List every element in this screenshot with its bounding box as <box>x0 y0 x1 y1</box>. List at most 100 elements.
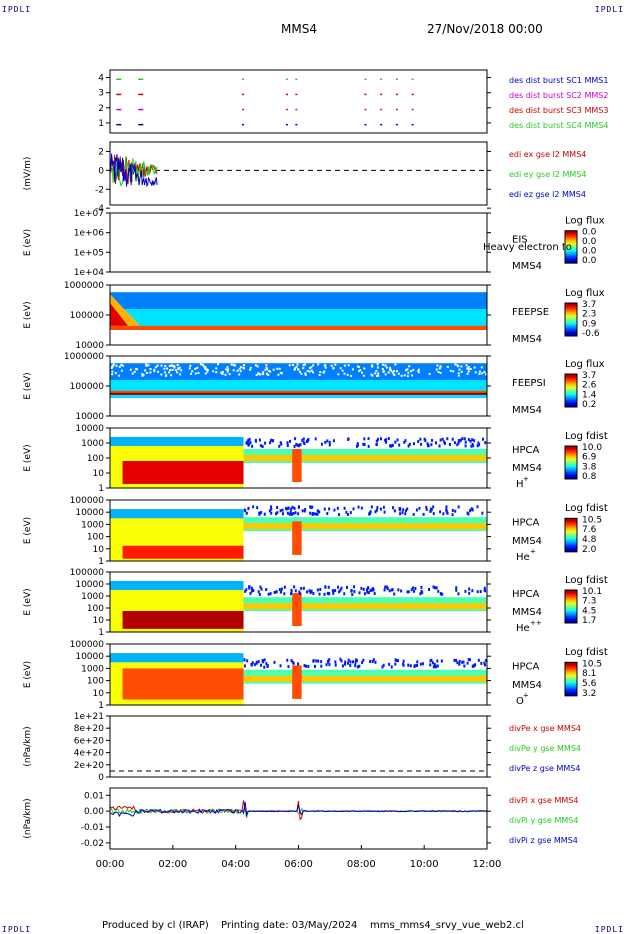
colorbar-title: Log fdist <box>565 431 608 442</box>
spectrogram-speckle <box>457 439 460 443</box>
spectrogram-speckle <box>420 585 423 589</box>
spectrogram-speckle <box>362 587 365 591</box>
spectrogram-speckle <box>189 364 192 367</box>
spectrogram-speckle <box>291 660 294 664</box>
panel-hpca_he <box>106 499 578 562</box>
spectrogram-speckle <box>407 590 410 594</box>
spectrogram-speckle <box>328 440 331 444</box>
spectrogram-speckle <box>341 664 344 668</box>
y-tick-label: 4 <box>98 74 104 84</box>
colorbar-tick-label: 10.0 <box>582 443 602 453</box>
colorbar-tick-label: 3.8 <box>582 462 597 472</box>
spectrogram-speckle <box>457 441 460 445</box>
spectrogram-speckle <box>244 589 247 593</box>
chart-area: 4 3 2 1 des dist burst SC1 MMS1 des dist burs… <box>23 69 608 870</box>
y-tick-label: 10 <box>93 469 105 479</box>
spectrogram-speckle <box>357 365 360 368</box>
spectrogram-speckle <box>464 440 467 444</box>
spectrogram-speckle <box>111 365 114 368</box>
spectrogram-speckle <box>353 590 356 594</box>
panel-frame <box>109 499 488 562</box>
spectrogram-speckle <box>315 512 318 516</box>
burst-mark <box>116 123 122 126</box>
spectrogram-speckle <box>269 505 272 509</box>
spectrogram-band <box>110 581 244 590</box>
y-tick-label: 100000 <box>70 568 105 578</box>
y-tick-label: 100000 <box>70 496 105 506</box>
y-tick-label: 1000000 <box>64 352 104 362</box>
spectrogram-speckle <box>416 664 419 668</box>
spectrogram-speckle <box>312 659 315 663</box>
y-tick-label: 0 <box>98 773 104 783</box>
spectrogram-speckle <box>247 438 250 442</box>
spectrogram-speckle <box>481 372 484 375</box>
spectrogram-speckle <box>350 374 353 377</box>
spectrogram-speckle <box>172 364 175 367</box>
spectrogram-speckle <box>326 439 329 443</box>
spectrogram-speckle <box>295 442 298 446</box>
spectrogram-speckle <box>120 363 123 366</box>
spectrogram-band <box>110 392 487 395</box>
spectrogram-speckle <box>346 512 349 516</box>
corner-label-top-right: IPDLI <box>594 5 624 14</box>
colorbar-tick-label: 7.3 <box>582 597 596 607</box>
spectrogram-speckle <box>483 586 486 590</box>
spectrogram-speckle <box>259 444 262 448</box>
spectrogram-speckle <box>413 664 416 668</box>
spectrogram-speckle <box>263 658 266 662</box>
spectrogram-band <box>243 455 487 461</box>
y-tick-label: 1000 <box>81 520 104 530</box>
colorbar-tick-label: 0.8 <box>582 472 597 482</box>
spectrogram-speckle <box>265 662 268 666</box>
spectrogram-speckle <box>404 512 407 516</box>
spectrogram-speckle <box>436 364 439 367</box>
spectrogram-speckle <box>267 369 270 372</box>
spectrogram-speckle <box>455 586 458 590</box>
colorbar-tick-label: -0.6 <box>582 329 600 339</box>
spectrogram-speckle <box>417 371 420 374</box>
spectrogram-speckle <box>467 367 470 370</box>
spectrogram-speckle <box>407 444 410 448</box>
colorbar-tick-label: 1.4 <box>582 390 597 400</box>
spectrogram-speckle <box>221 372 224 375</box>
spectrogram-speckle <box>480 366 483 369</box>
spectrogram-speckle <box>473 439 476 443</box>
spectrogram-speckle <box>442 512 445 516</box>
spectrogram-speckle <box>303 363 306 366</box>
spectrogram-speckle <box>170 364 173 367</box>
spectrogram-speckle <box>334 663 337 667</box>
spectrogram-speckle <box>362 442 365 446</box>
spectrogram-speckle <box>205 368 208 371</box>
spectrogram-speckle <box>390 665 393 669</box>
spectrogram-speckle <box>168 371 171 374</box>
spectrogram-speckle <box>395 370 398 373</box>
spectrogram-speckle <box>384 364 387 367</box>
spectrogram-speckle <box>296 363 299 366</box>
spectrogram-speckle <box>305 664 308 668</box>
burst-mark <box>295 123 298 126</box>
spectrogram-speckle <box>358 370 361 373</box>
spectrogram-speckle <box>339 588 342 592</box>
spectrogram-speckle <box>248 437 251 441</box>
spectrogram-speckle <box>344 662 347 666</box>
spectrogram-speckle <box>382 363 385 366</box>
spacecraft-label: MMS4 <box>512 536 542 547</box>
spectrogram-speckle <box>397 588 400 592</box>
spectrogram-speckle <box>280 442 283 446</box>
spectrogram-speckle <box>118 365 121 368</box>
y-tick-label: 10000 <box>75 652 104 662</box>
y-tick-label: 1000 <box>81 439 104 449</box>
x-tick-label: 12:00 <box>473 859 502 870</box>
spectrogram-speckle <box>147 364 150 367</box>
spectrogram-speckle <box>297 505 300 509</box>
y-tick-label: -0.02 <box>81 839 104 849</box>
spectrogram-band <box>122 668 244 700</box>
spectrogram-speckle <box>300 586 303 590</box>
spectrogram-speckle <box>255 660 258 664</box>
edi-series-line <box>109 153 158 188</box>
footer-printing-date: Printing date: 03/May/2024 <box>221 920 358 931</box>
y-tick-label: 0.01 <box>84 791 104 801</box>
spectrogram-speckle <box>299 443 302 447</box>
colorbar <box>564 230 578 264</box>
spectrogram-speckle <box>270 507 273 511</box>
